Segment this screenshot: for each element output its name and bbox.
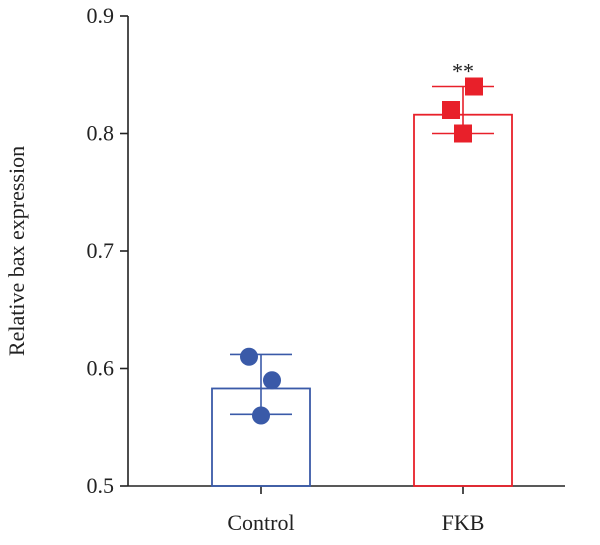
x-tick-label: Control: [227, 510, 294, 535]
data-point: [465, 77, 483, 96]
annotations: **: [452, 59, 474, 84]
x-axis: Control FKB: [128, 485, 565, 535]
bar-fkb: [413, 113, 513, 487]
y-tick-label: 0.6: [87, 356, 115, 381]
y-tick-label: 0.5: [87, 473, 115, 498]
y-axis: 0.5 0.6 0.7 0.8 0.9: [87, 3, 129, 498]
y-tick-label: 0.9: [87, 3, 115, 28]
bars: [211, 113, 513, 487]
significance-label: **: [452, 59, 474, 84]
y-tick-label: 0.7: [87, 238, 115, 263]
y-tick-label: 0.8: [87, 121, 115, 146]
data-point: [240, 347, 258, 366]
data-point: [442, 101, 460, 119]
data-point: [263, 371, 281, 390]
data-points: [240, 77, 483, 425]
data-point: [454, 124, 472, 143]
y-axis-title: Relative bax expression: [4, 146, 29, 356]
x-tick-label: FKB: [442, 510, 485, 535]
data-point: [252, 406, 270, 425]
